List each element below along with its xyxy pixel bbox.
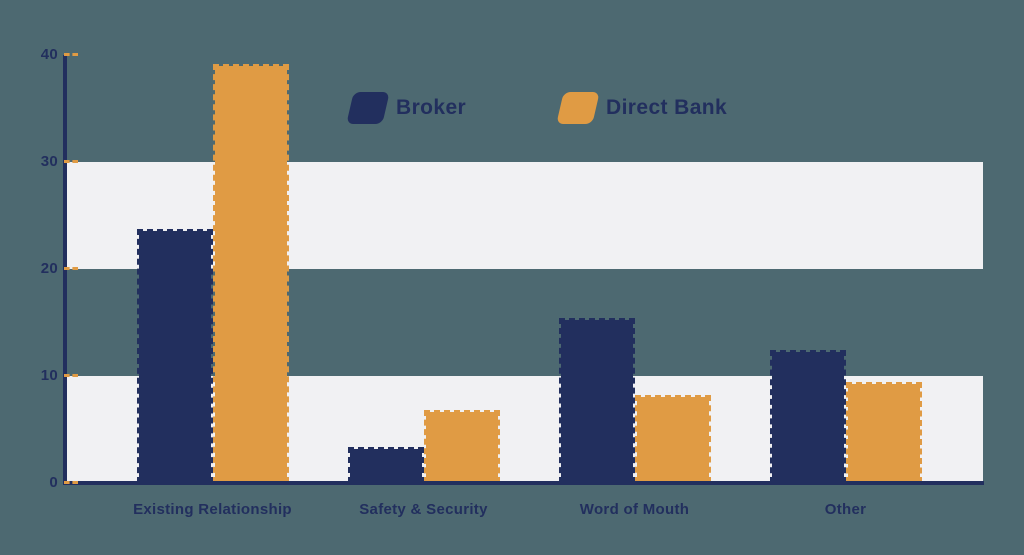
bar-broker-other	[769, 350, 846, 483]
bar-direct-bank-word-of-mouth	[634, 395, 711, 483]
x-category-label-safety-security: Safety & Security	[359, 501, 488, 518]
legend-swatch-direct-bank	[556, 92, 600, 124]
legend-label-broker: Broker	[396, 96, 467, 119]
legend-label-direct-bank: Direct Bank	[606, 96, 728, 119]
bar-broker-safety-security	[347, 446, 424, 483]
y-tick-label-40: 40	[40, 46, 58, 63]
y-tick-mark-40	[64, 53, 78, 56]
y-tick-mark-20	[64, 267, 78, 270]
y-tick-mark-10	[64, 374, 78, 377]
x-category-label-existing-relationship: Existing Relationship	[133, 501, 292, 518]
x-category-label-other: Other	[824, 501, 867, 518]
y-tick-mark-30	[64, 160, 78, 163]
bar-broker-word-of-mouth	[558, 318, 635, 483]
legend-item-direct-bank: Direct Bank	[556, 91, 728, 125]
legend-swatch-broker	[346, 92, 390, 124]
y-axis-line	[63, 55, 67, 485]
y-tick-mark-0	[64, 481, 78, 484]
x-category-label-word-of-mouth: Word of Mouth	[579, 501, 690, 518]
y-tick-label-10: 10	[40, 367, 58, 384]
y-tick-label-0: 0	[49, 474, 58, 491]
bar-broker-existing-relationship	[136, 229, 213, 483]
bar-direct-bank-safety-security	[423, 410, 500, 483]
legend-item-broker: Broker	[346, 91, 467, 125]
y-tick-label-30: 30	[40, 153, 58, 170]
bar-direct-bank-other	[845, 382, 922, 483]
bar-direct-bank-existing-relationship	[212, 63, 289, 483]
y-tick-label-20: 20	[40, 260, 58, 277]
x-axis-line	[63, 481, 984, 485]
